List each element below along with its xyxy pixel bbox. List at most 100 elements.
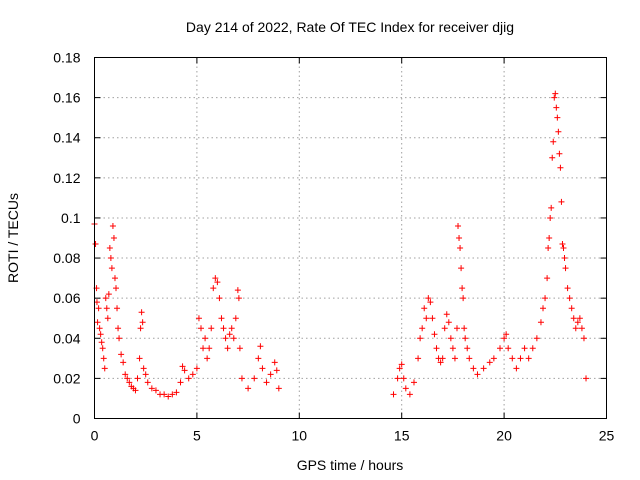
data-point	[189, 371, 196, 378]
data-point	[560, 245, 567, 252]
data-point	[455, 222, 462, 229]
data-point	[134, 375, 141, 382]
data-point	[114, 305, 121, 312]
data-point	[165, 393, 172, 400]
data-point	[564, 285, 571, 292]
data-point	[185, 375, 192, 382]
data-point	[544, 275, 551, 282]
data-points	[91, 90, 590, 400]
data-point	[208, 325, 215, 332]
data-point	[566, 295, 573, 302]
data-point	[449, 345, 456, 352]
data-point	[236, 345, 243, 352]
data-point	[169, 391, 176, 398]
y-axis-label: ROTI / TECUs	[5, 193, 21, 283]
data-point	[557, 164, 564, 171]
data-point	[161, 391, 168, 398]
data-point	[115, 325, 122, 332]
x-tick-label: 10	[292, 428, 308, 444]
data-point	[136, 355, 143, 362]
data-point	[429, 315, 436, 322]
data-point	[206, 345, 213, 352]
data-point	[443, 311, 450, 318]
data-point	[220, 325, 227, 332]
x-tick-label: 5	[193, 428, 201, 444]
data-point	[273, 367, 280, 374]
y-tick-label: 0.08	[53, 250, 80, 266]
y-tick-label: 0.1	[61, 210, 81, 226]
data-point	[275, 385, 282, 392]
data-point	[102, 295, 109, 302]
data-point	[451, 355, 458, 362]
data-point	[212, 275, 219, 282]
data-point	[118, 351, 125, 358]
data-point	[425, 295, 432, 302]
grid-lines	[94, 57, 607, 419]
data-point	[122, 371, 129, 378]
data-point	[390, 391, 397, 398]
data-point	[464, 345, 471, 352]
data-point	[257, 343, 264, 350]
data-point	[255, 355, 262, 362]
data-point	[120, 359, 127, 366]
data-point	[533, 335, 540, 342]
data-point	[148, 385, 155, 392]
y-tick-label: 0.12	[53, 170, 80, 186]
data-point	[267, 371, 274, 378]
data-point	[126, 379, 133, 386]
data-point	[400, 375, 407, 382]
y-tick-label: 0.02	[53, 370, 80, 386]
data-point	[95, 305, 102, 312]
data-point	[100, 355, 107, 362]
data-point	[540, 305, 547, 312]
data-point	[235, 295, 242, 302]
data-point	[559, 241, 566, 248]
data-point	[439, 355, 446, 362]
data-point	[529, 345, 536, 352]
data-point	[490, 355, 497, 362]
data-point	[195, 315, 202, 322]
data-point	[548, 204, 555, 211]
data-point	[173, 389, 180, 396]
data-point	[396, 365, 403, 372]
data-point	[271, 359, 278, 366]
data-point	[583, 375, 590, 382]
data-point	[552, 90, 559, 97]
data-point	[402, 385, 409, 392]
data-point	[204, 355, 211, 362]
data-point	[406, 391, 413, 398]
data-point	[111, 275, 118, 282]
data-point	[460, 295, 467, 302]
data-point	[110, 235, 117, 241]
data-point	[97, 331, 104, 338]
data-point	[461, 325, 468, 332]
data-point	[470, 365, 477, 372]
data-point	[218, 315, 225, 322]
data-point	[462, 335, 469, 342]
data-point	[96, 325, 103, 332]
data-point	[556, 150, 563, 157]
data-point	[193, 365, 200, 372]
data-point	[200, 345, 207, 352]
data-point	[259, 365, 266, 372]
data-point	[441, 325, 448, 332]
data-point	[232, 315, 239, 322]
data-point	[398, 361, 405, 368]
chart-title: Day 214 of 2022, Rate Of TEC Index for r…	[186, 19, 514, 35]
data-point	[107, 255, 114, 262]
data-point	[228, 325, 235, 332]
data-point	[551, 94, 558, 101]
data-point	[99, 345, 106, 352]
x-tick-label: 20	[496, 428, 512, 444]
data-point	[427, 299, 434, 306]
data-point	[230, 335, 237, 342]
data-point	[568, 305, 575, 312]
data-point	[181, 367, 188, 374]
data-point	[554, 114, 561, 121]
data-point	[497, 345, 504, 352]
data-point	[101, 365, 108, 372]
data-point	[545, 245, 552, 252]
data-point	[549, 154, 556, 161]
data-point	[210, 285, 217, 292]
data-point	[562, 265, 569, 272]
